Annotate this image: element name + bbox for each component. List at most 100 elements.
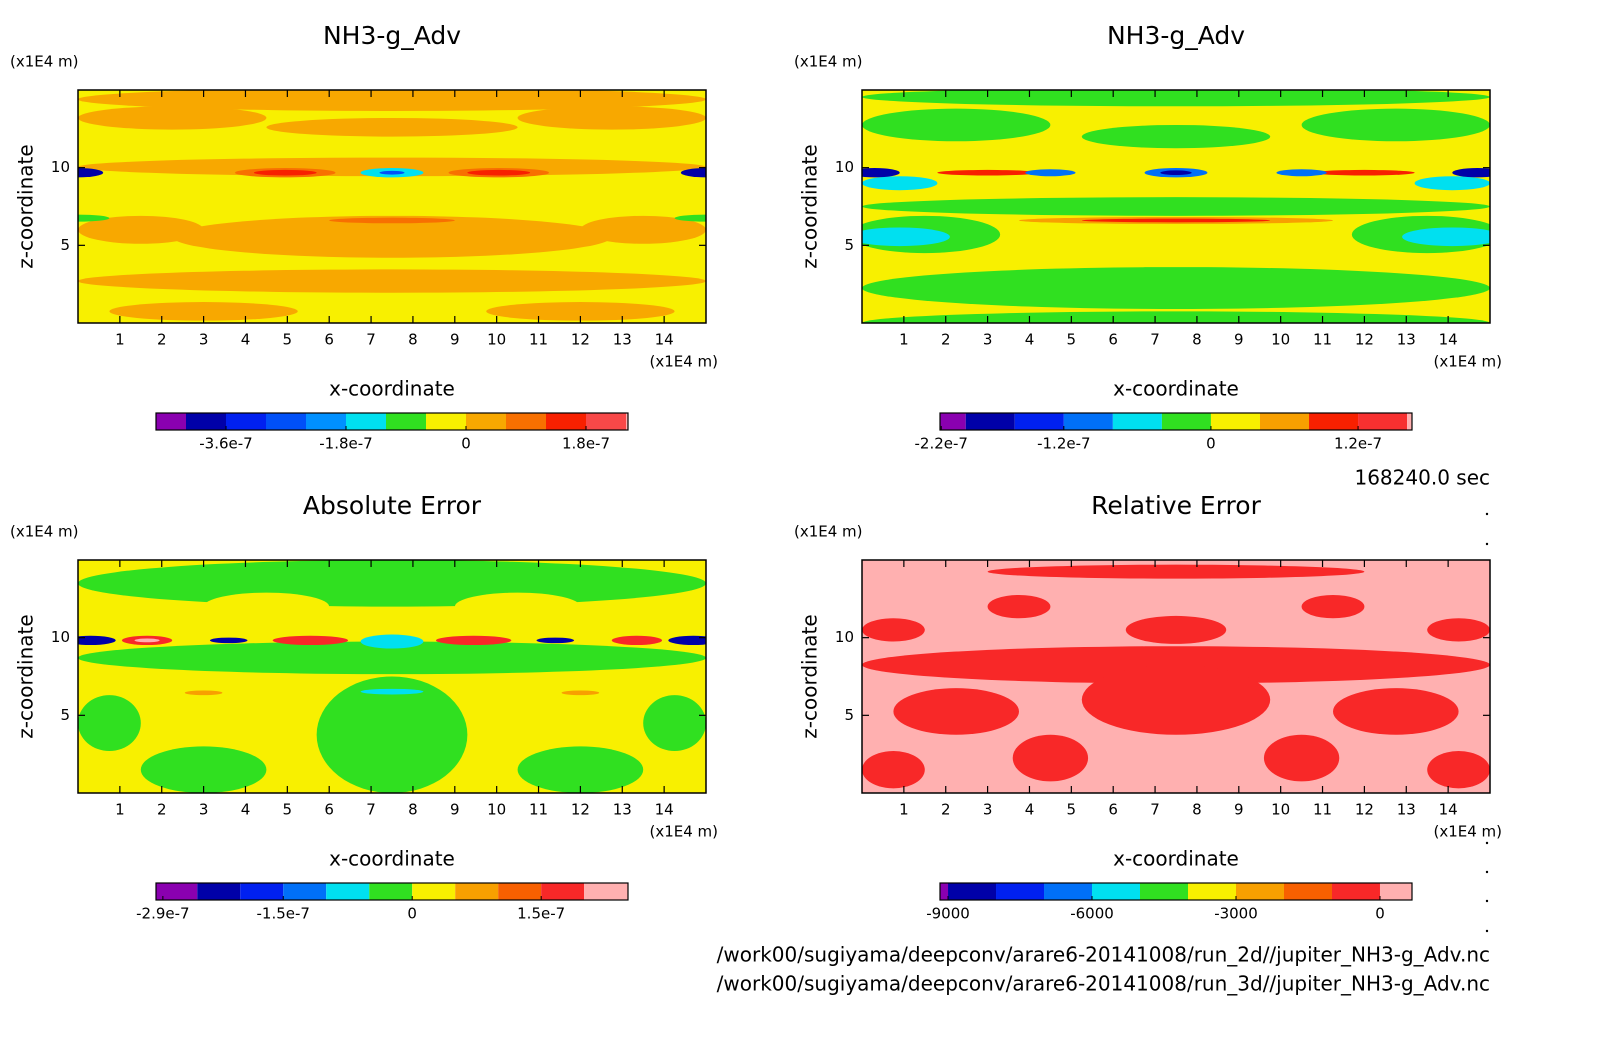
- contour-region: [1081, 218, 1271, 223]
- x-unit-label: (x1E4 m): [1433, 353, 1502, 371]
- contour-region: [862, 197, 1490, 216]
- contour-region: [172, 215, 612, 258]
- colorbar-tick-label: 0: [407, 905, 417, 923]
- y-unit-label: (x1E4 m): [10, 53, 79, 71]
- contour-region: [674, 214, 706, 222]
- colorbar-tick-label: 1.2e-7: [1334, 435, 1382, 453]
- x-tick-label: 1: [899, 331, 909, 349]
- contour-region: [611, 635, 663, 646]
- x-tick-label: 8: [1192, 331, 1202, 349]
- contour-region: [862, 267, 1490, 310]
- colorbar-segment: [186, 413, 226, 430]
- contour-region: [78, 635, 116, 646]
- colorbar-segment: [948, 883, 997, 900]
- colorbar-segment: [386, 413, 426, 430]
- y-tick-label: 10: [835, 628, 854, 646]
- contour-region: [379, 170, 405, 175]
- contour-region: [467, 169, 531, 176]
- y-unit-label: (x1E4 m): [10, 523, 79, 541]
- y-tick-label: 10: [51, 158, 70, 176]
- contour-region: [580, 215, 706, 244]
- contour-region: [1333, 688, 1459, 735]
- contour-region: [266, 117, 518, 137]
- colorbar-segment: [940, 883, 949, 900]
- colorbar-tick-label: -9000: [926, 905, 970, 923]
- contour-region: [360, 688, 424, 695]
- colorbar-segment: [266, 413, 306, 430]
- x-tick-label: 3: [983, 331, 993, 349]
- x-tick-label: 10: [487, 331, 506, 349]
- colorbar-segment: [1161, 413, 1211, 430]
- colorbar-segment: [1235, 883, 1284, 900]
- contour-region: [680, 168, 706, 178]
- y-axis-label: z-coordinate: [798, 614, 822, 738]
- colorbar-segment: [346, 413, 386, 430]
- x-unit-label: (x1E4 m): [649, 353, 718, 371]
- colorbar-segment: [1379, 883, 1412, 900]
- colorbar-segment: [1187, 883, 1236, 900]
- x-tick-label: 3: [199, 331, 209, 349]
- x-tick-label: 5: [1067, 801, 1077, 819]
- contour-region: [1452, 168, 1490, 178]
- colorbar-segment: [455, 883, 499, 900]
- colorbar-segment: [412, 883, 456, 900]
- contour-region: [1301, 108, 1490, 142]
- x-tick-label: 10: [1271, 801, 1290, 819]
- colorbar-segment: [369, 883, 413, 900]
- y-axis-label: z-coordinate: [798, 144, 822, 268]
- x-tick-label: 8: [408, 331, 418, 349]
- y-axis-label: z-coordinate: [14, 144, 38, 268]
- x-tick-label: 10: [1271, 331, 1290, 349]
- contour-region: [78, 215, 204, 244]
- colorbar-segment: [1358, 413, 1408, 430]
- contour-region: [109, 302, 298, 321]
- colorbar-segment: [1331, 883, 1380, 900]
- plot-frame: [861, 559, 1491, 794]
- colorbar-segment: [1210, 413, 1260, 430]
- y-tick-label: 5: [60, 706, 70, 724]
- x-tick-label: 1: [115, 801, 125, 819]
- contour-region: [1314, 169, 1415, 176]
- contour-region: [893, 688, 1019, 735]
- colorbar-segment: [965, 413, 1015, 430]
- y-tick-label: 10: [51, 628, 70, 646]
- y-axis-label: z-coordinate: [14, 614, 38, 738]
- x-tick-label: 8: [408, 801, 418, 819]
- colorbar-tick-label: -3.6e-7: [199, 435, 252, 453]
- contour-region: [1081, 124, 1271, 149]
- x-tick-label: 2: [157, 801, 167, 819]
- colorbar-segment: [1259, 413, 1310, 430]
- colorbar-tick-label: 0: [461, 435, 471, 453]
- x-tick-label: 10: [487, 801, 506, 819]
- x-tick-label: 11: [1313, 331, 1332, 349]
- contour-region: [435, 635, 512, 646]
- x-tick-label: 1: [899, 801, 909, 819]
- contour-region: [78, 168, 104, 178]
- dot: [1485, 899, 1489, 903]
- chart-title: Relative Error: [1091, 491, 1261, 520]
- x-tick-label: 9: [1234, 331, 1244, 349]
- colorbar-frame: [939, 412, 1413, 431]
- contour-region: [140, 746, 267, 793]
- contour-region: [1125, 615, 1227, 644]
- panel: Absolute Error (x1E4 m) z-coordinate (x1E4 …: [10, 491, 718, 923]
- x-tick-label: 13: [1397, 331, 1416, 349]
- contour-region: [668, 635, 706, 646]
- colorbar-segment: [240, 883, 284, 900]
- colorbar-segment: [626, 413, 628, 430]
- x-tick-label: 2: [941, 331, 951, 349]
- contour-field: [78, 90, 706, 323]
- dot: [1485, 542, 1489, 546]
- contour-region: [937, 169, 1038, 176]
- panel: NH3-g_Adv (x1E4 m) z-coordinate (x1E4 m) x-c…: [10, 21, 718, 453]
- x-tick-label: 3: [983, 801, 993, 819]
- colorbar-segment: [306, 413, 346, 430]
- colorbar-segment: [996, 883, 1045, 900]
- contour-region: [536, 637, 575, 644]
- file-path: /work00/sugiyama/deepconv/arare6-2014100…: [717, 972, 1490, 996]
- colorbar-segment: [1092, 883, 1141, 900]
- contour-region: [209, 637, 248, 644]
- contour-region: [1427, 618, 1490, 642]
- colorbar-segment: [156, 883, 198, 900]
- plot-frame: [861, 89, 1491, 324]
